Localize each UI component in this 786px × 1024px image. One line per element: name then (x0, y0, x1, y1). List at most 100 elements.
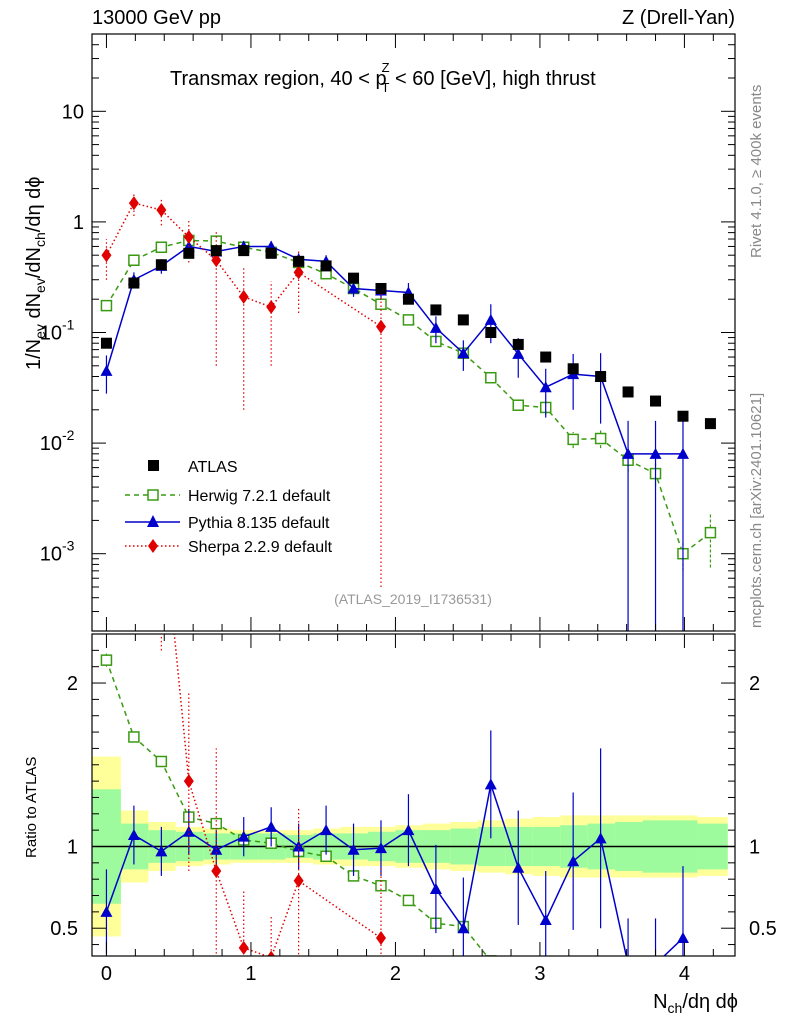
ratio-y-tick-label-right: 0.5 (749, 918, 777, 940)
pythia-ratio-point (320, 824, 333, 836)
ratio-plot-marks (92, 218, 735, 969)
sherpa-point (266, 300, 277, 315)
atlas-point (348, 272, 360, 284)
x-tick-label: 0 (101, 963, 112, 985)
pythia-ratio-point (484, 778, 497, 790)
y-tick-label: 10 (40, 433, 62, 455)
atlas-point (540, 351, 552, 363)
x-tick-label: 4 (679, 963, 690, 985)
sherpa-ratio-point (267, 950, 276, 956)
atlas-point (595, 371, 607, 383)
herwig-ratio-point (100, 654, 113, 666)
pythia-ratio-point (374, 842, 387, 854)
sherpa-ratio-point (293, 873, 304, 888)
ratio-plot-frame (91, 633, 736, 957)
source-label: mcplots.cern.ch [arXiv:2401.10621] (748, 393, 765, 628)
herwig-point (567, 433, 579, 446)
sherpa-point (156, 203, 167, 218)
herwig-ratio-point (485, 955, 497, 956)
legend-label-herwig: Herwig 7.2.1 default (188, 488, 331, 505)
herwig-point (594, 432, 607, 445)
pythia-ratio-point (622, 958, 634, 969)
atlas-point (650, 395, 662, 407)
pythia-ratio-point (402, 824, 415, 836)
herwig-point (128, 254, 140, 267)
legend-label-atlas: ATLAS (188, 459, 238, 476)
atlas-point (128, 277, 140, 289)
sherpa-point (293, 265, 304, 280)
atlas-point (210, 245, 222, 257)
rivet-label: Rivet 4.1.0, ≥ 400k events (748, 85, 765, 258)
atlas-point (512, 338, 524, 350)
pythia-ratio-point (650, 958, 662, 969)
legend-label-pythia: Pythia 8.135 default (188, 515, 330, 532)
pythia-ratio-point (594, 832, 607, 844)
process-label: Z (Drell-Yan) (622, 7, 735, 29)
pythia-ratio-point (100, 905, 113, 917)
pythia-point (512, 347, 525, 359)
sherpa-ratio-point (183, 774, 194, 789)
sherpa-point (238, 289, 249, 304)
atlas-point (485, 327, 497, 338)
y-tick-label: 10 (40, 544, 62, 566)
pythia-ratio-point (347, 843, 360, 855)
herwig-ratio-point (155, 755, 168, 768)
atlas-point (622, 386, 634, 398)
atlas-point (567, 363, 579, 375)
herwig-ratio-point (128, 731, 140, 743)
x-tick-label: 1 (245, 963, 256, 985)
ratio-y-tick-label: 0.5 (50, 918, 78, 940)
pythia-ratio-point (182, 825, 195, 837)
legend-entry-sherpa: Sherpa 2.2.9 default (125, 539, 333, 556)
pythia-ratio-point (512, 861, 525, 873)
y-tick-exponent: -1 (62, 317, 75, 333)
atlas-point (704, 418, 716, 430)
atlas-point (677, 410, 689, 422)
sherpa-ratio-point (129, 218, 139, 232)
herwig-point (512, 399, 525, 411)
sherpa-point (128, 196, 139, 211)
atlas-point (457, 314, 469, 326)
pythia-ratio-point (155, 845, 168, 857)
pythia-line (105, 245, 683, 455)
pythia-ratio-point (237, 830, 250, 842)
y-tick-exponent: -3 (62, 538, 75, 554)
y-tick-label: 1 (73, 212, 84, 234)
ratio-axis-ticks: 2 2 1 1 0.5 0.5 0 1 2 3 4 (50, 634, 777, 985)
pythia-point (347, 282, 360, 294)
y-tick-label: 10 (40, 323, 62, 345)
legend-marker-herwig (147, 489, 159, 501)
ratio-y-tick-label: 1 (67, 836, 78, 858)
ratio-y-axis-label: Ratio to ATLAS (23, 757, 40, 858)
sherpa-ratio-point (375, 931, 386, 946)
atlas-point (293, 255, 305, 267)
pythia-ratio-point (539, 914, 552, 926)
atlas-point (238, 245, 250, 257)
atlas-point (183, 247, 195, 259)
plot-title: Transmax region, 40 < pZ T < 60 [GeV], hi… (170, 60, 596, 95)
legend-marker-atlas (148, 460, 159, 471)
legend-marker-pythia (147, 515, 159, 527)
pythia-point (539, 381, 552, 393)
x-axis-label: Nch/dη dϕ (653, 991, 738, 1016)
herwig-point (155, 241, 168, 253)
atlas-point (430, 304, 442, 316)
herwig-ratio-line (105, 659, 488, 956)
ratio-y-tick-label-right: 1 (749, 836, 760, 858)
ratio-y-tick-label-right: 2 (749, 673, 760, 695)
ratio-plot-panel: 2 2 1 1 0.5 0.5 0 1 2 3 4 Ratio to ATLAS Nch/dη dϕ (23, 218, 777, 1016)
sherpa-line (105, 202, 382, 328)
atlas-point (100, 337, 112, 349)
sherpa-point (375, 319, 386, 334)
pythia-ratio-point (127, 829, 140, 841)
x-tick-label: 3 (534, 963, 545, 985)
legend-entry-pythia: Pythia 8.135 default (125, 515, 330, 532)
pythia-ratio-point (265, 820, 278, 832)
y-tick-label: 10 (62, 101, 84, 123)
pythia-ratio-line (105, 781, 684, 956)
herwig-line (105, 239, 711, 555)
pythia-point (457, 347, 470, 359)
sherpa-ratio-point (238, 940, 249, 955)
herwig-point (375, 298, 387, 311)
